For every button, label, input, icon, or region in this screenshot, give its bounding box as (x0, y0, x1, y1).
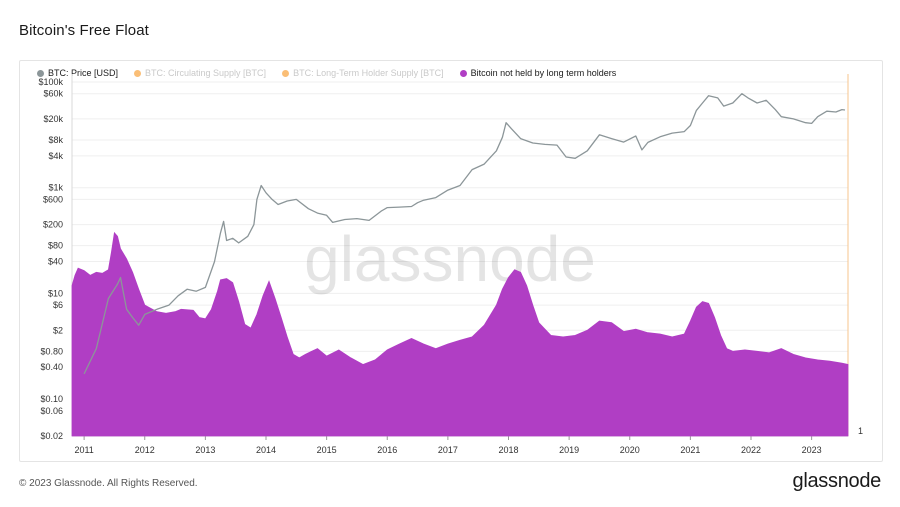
legend-label-lth-supply: BTC: Long-Term Holder Supply [BTC] (293, 68, 444, 78)
legend-label-circulating-supply: BTC: Circulating Supply [BTC] (145, 68, 267, 78)
x-tick-label: 2020 (620, 445, 640, 455)
y-tick-label: $1k (48, 183, 63, 193)
y-tick-label: $40 (48, 257, 63, 267)
copyright-text: © 2023 Glassnode. All Rights Reserved. (19, 478, 198, 489)
legend-item-price[interactable]: BTC: Price [USD] (37, 68, 118, 78)
x-tick-label: 2022 (741, 445, 761, 455)
legend-dot-lth-icon (282, 69, 290, 77)
x-tick-label: 2014 (256, 445, 276, 455)
y-tick-label: $6 (53, 300, 63, 310)
brand-logo: glassnode (792, 470, 882, 492)
y-tick-label: $4k (48, 151, 63, 161)
free-float-area (71, 231, 849, 437)
x-tick-label: 2017 (438, 445, 458, 455)
x-tick-label: 2019 (559, 445, 579, 455)
legend-label-price: BTC: Price [USD] (48, 68, 119, 78)
x-tick-label: 2023 (802, 445, 822, 455)
x-tick-label: 2012 (135, 445, 155, 455)
y-right-tick-label: 1 (858, 426, 863, 436)
y-tick-label: $80 (48, 241, 63, 251)
y-tick-label: $8k (48, 135, 63, 145)
legend-dot-circulating-icon (134, 69, 142, 77)
x-tick-label: 2011 (74, 445, 93, 455)
x-tick-label: 2013 (195, 445, 215, 455)
legend-item-lth-supply[interactable]: BTC: Long-Term Holder Supply [BTC] (282, 68, 444, 78)
y-tick-label: $2 (53, 325, 63, 335)
legend-item-free-float[interactable]: Bitcoin not held by long term holders (459, 68, 617, 78)
x-tick-label: 2016 (377, 445, 397, 455)
y-tick-label: $200 (43, 220, 63, 230)
y-tick-label: $0.40 (40, 362, 63, 372)
y-tick-label: $100k (38, 77, 63, 87)
chart-title: Bitcoin's Free Float (19, 22, 149, 39)
y-tick-label: $20k (43, 114, 63, 124)
y-tick-label: $0.06 (40, 406, 63, 416)
x-tick-label: 2021 (680, 445, 700, 455)
y-tick-label: $60k (43, 89, 63, 99)
legend-dot-price-icon (37, 69, 44, 77)
y-tick-label: $0.80 (40, 346, 63, 356)
legend-dot-free-float-icon (459, 69, 467, 77)
watermark-text: glassnode (304, 223, 596, 295)
y-tick-label: $10 (48, 288, 63, 298)
y-tick-label: $0.02 (40, 431, 63, 441)
legend-label-free-float: Bitcoin not held by long term holders (470, 68, 617, 78)
x-tick-label: 2015 (317, 445, 337, 455)
y-tick-label: $600 (43, 194, 63, 204)
legend-item-circulating-supply[interactable]: BTC: Circulating Supply [BTC] (134, 68, 266, 78)
y-tick-label: $0.10 (40, 394, 63, 404)
chart-legend: BTC: Price [USD] BTC: Circulating Supply… (37, 68, 616, 78)
x-tick-label: 2018 (498, 445, 518, 455)
btc-price-line (83, 93, 846, 375)
